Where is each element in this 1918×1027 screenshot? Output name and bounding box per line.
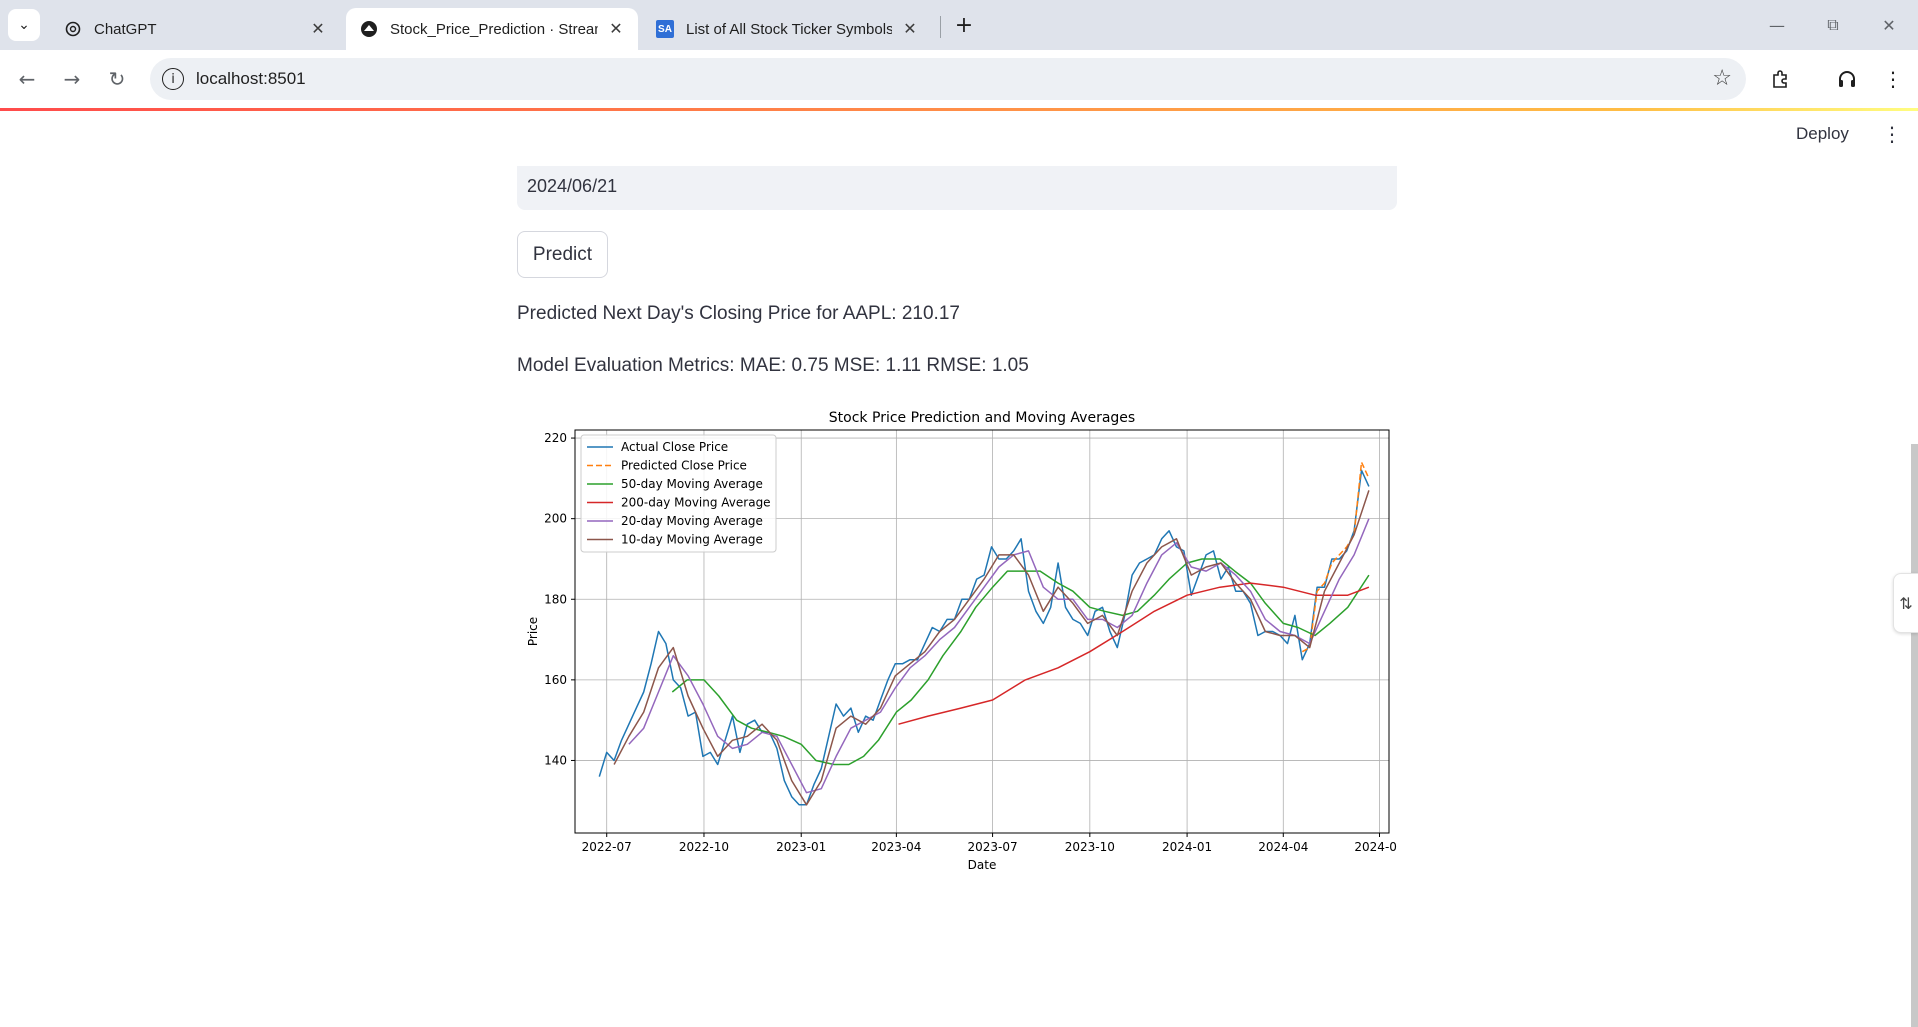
back-arrow-icon: ← [18, 67, 36, 91]
restore-icon: ⧉ [1827, 15, 1839, 34]
legend-box [580, 434, 777, 553]
chart-toggle-icon: ⇅ [1899, 593, 1913, 613]
minimize-button[interactable]: — [1762, 10, 1792, 40]
x-tick-label: 2023-04 [871, 840, 921, 854]
series-line [898, 582, 1370, 725]
legend-label: 20-day Moving Average [621, 514, 763, 528]
chart-lines [598, 461, 1370, 806]
page-scrollbar[interactable] [1911, 444, 1918, 1027]
new-tab-button[interactable]: + [950, 11, 978, 39]
reload-icon: ↻ [108, 67, 126, 91]
legend-label: Predicted Close Price [621, 459, 747, 473]
tab-title: List of All Stock Ticker Symbols [686, 20, 892, 38]
tab-ticker-symbols[interactable]: SA List of All Stock Ticker Symbols ✕ [642, 8, 932, 50]
chart-title: Stock Price Prediction and Moving Averag… [829, 410, 1135, 426]
series-line [613, 490, 1370, 806]
kebab-icon[interactable]: ⋮ [1883, 67, 1903, 91]
chart-svg: 2022-07 2022-10 2023-01 2023-04 2023-07 2023-… [526, 410, 1405, 872]
y-tick-label: 220 [544, 431, 567, 445]
restore-button[interactable]: ⧉ [1818, 10, 1848, 40]
metrics-text: Model Evaluation Metrics: MAE: 0.75 MSE:… [517, 355, 1029, 376]
legend-label: 10-day Moving Average [621, 533, 763, 547]
x-tick-label: 2024-07 [1354, 840, 1397, 854]
x-tick-label: 2023-07 [968, 840, 1018, 854]
url-text[interactable]: localhost:8501 [196, 69, 306, 88]
x-tick-label: 2022-07 [582, 840, 632, 854]
series-line [1301, 461, 1370, 653]
series-line [628, 518, 1370, 794]
chevron-down-icon: ⌄ [18, 17, 30, 33]
x-tick-label: 2024-01 [1162, 840, 1212, 854]
date-input-value[interactable]: 2024/06/21 [527, 176, 618, 196]
browser-toolbar: ← → ↻ i localhost:8501 ☆ ⋮ [0, 50, 1918, 108]
info-icon[interactable]: i [162, 68, 184, 90]
y-tick-label: 140 [544, 753, 567, 767]
streamlit-logo-icon [360, 20, 378, 38]
x-axis-label: Date [968, 858, 997, 872]
close-icon: ✕ [1882, 15, 1896, 35]
plus-icon: + [954, 12, 974, 38]
close-window-button[interactable]: ✕ [1874, 10, 1904, 40]
tab-separator [940, 16, 941, 38]
tab-title: ChatGPT [94, 20, 157, 38]
legend-label: Actual Close Price [621, 440, 728, 454]
chart-ticks: 2022-07 2022-10 2023-01 2023-04 2023-07 2023-… [544, 431, 1404, 854]
series-line [598, 469, 1370, 806]
forward-arrow-icon: → [63, 67, 81, 91]
headset-icon[interactable] [1831, 63, 1863, 95]
seeking-alpha-logo-icon: SA [656, 20, 674, 38]
main-menu-kebab-icon[interactable]: ⋮ [1882, 122, 1902, 146]
date-input[interactable]: 2024/06/21 [517, 166, 1397, 210]
x-tick-label: 2024-04 [1258, 840, 1308, 854]
predict-button[interactable]: Predict [517, 231, 608, 278]
forward-button[interactable]: → [55, 62, 89, 96]
tab-streamlit[interactable]: Stock_Price_Prediction · Streamlit ✕ [346, 8, 638, 50]
close-tab-icon[interactable]: ✕ [609, 21, 623, 38]
star-icon[interactable]: ☆ [1712, 66, 1732, 91]
series-line [671, 558, 1370, 766]
close-tab-icon[interactable]: ✕ [311, 21, 325, 38]
close-tab-icon[interactable]: ✕ [903, 21, 917, 38]
tab-title: Stock_Price_Prediction · Streamlit [390, 20, 598, 38]
chatgpt-logo-icon [64, 20, 82, 38]
legend-label: 50-day Moving Average [621, 477, 763, 491]
y-tick-label: 180 [544, 592, 567, 606]
header-decoration-bar [0, 108, 1918, 111]
side-panel-toggle[interactable]: ⇅ [1893, 573, 1918, 633]
chart-legend: Actual Close Price Predicted Close Price 5… [580, 434, 777, 553]
tab-chatgpt[interactable]: ChatGPT ✕ [50, 8, 340, 50]
address-bar[interactable]: i localhost:8501 ☆ [150, 58, 1746, 100]
prediction-chart: 2022-07 2022-10 2023-01 2023-04 2023-07 2023-… [517, 400, 1405, 880]
deploy-button[interactable]: Deploy [1796, 124, 1849, 143]
x-tick-label: 2022-10 [679, 840, 729, 854]
reload-button[interactable]: ↻ [100, 62, 134, 96]
tab-search-button[interactable]: ⌄ [8, 9, 40, 41]
minimize-icon: — [1769, 15, 1785, 35]
y-axis-label: Price [526, 617, 540, 646]
back-button[interactable]: ← [10, 62, 44, 96]
plot-frame [574, 429, 1390, 834]
legend-label: 200-day Moving Average [621, 496, 771, 510]
y-tick-label: 160 [544, 673, 567, 687]
tab-strip: ⌄ ChatGPT ✕ Stock_Price_Prediction · Str… [0, 0, 1918, 50]
y-tick-label: 200 [544, 512, 567, 526]
prediction-text: Predicted Next Day's Closing Price for A… [517, 303, 960, 324]
puzzle-icon[interactable] [1765, 63, 1797, 95]
x-tick-label: 2023-01 [776, 840, 826, 854]
x-tick-label: 2023-10 [1065, 840, 1115, 854]
